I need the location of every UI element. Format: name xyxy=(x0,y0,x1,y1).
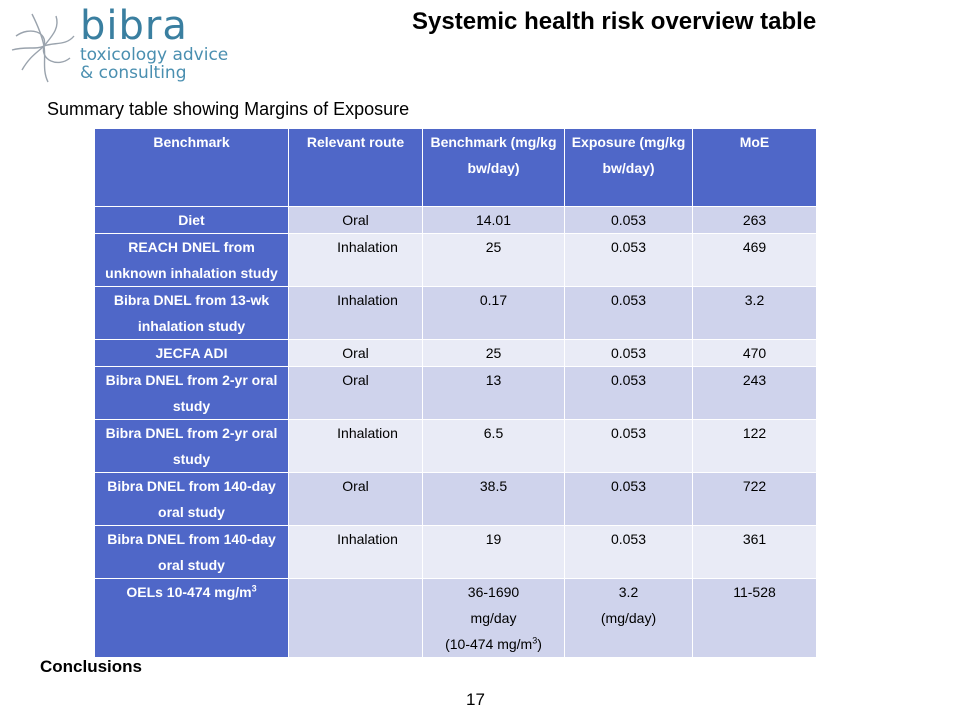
benchmark-cell: JECFA ADI xyxy=(94,339,289,367)
header-benchmark: Benchmark xyxy=(94,128,289,207)
moe-cell: 122 xyxy=(692,419,817,473)
oel-value-line3: (10-474 mg/m3) xyxy=(445,635,542,652)
bibra-swirl-icon xyxy=(11,13,75,83)
exposure-cell: 0.053 xyxy=(564,366,693,420)
table-header-row: Benchmark Relevant route Benchmark (mg/k… xyxy=(94,128,817,207)
table-row: Bibra DNEL from 140-day oral study Inhal… xyxy=(94,525,817,579)
table-row: Bibra DNEL from 2-yr oral study Oral 13 … xyxy=(94,366,817,420)
exposure-cell: 0.053 xyxy=(564,339,693,367)
table-row: Bibra DNEL from 140-day oral study Oral … xyxy=(94,472,817,526)
route-cell: Inhalation xyxy=(288,233,423,287)
conclusions-label: Conclusions xyxy=(40,657,143,676)
route-cell: Inhalation xyxy=(288,525,423,579)
benchmark-cell: OELs 10-474 mg/m3 xyxy=(94,578,289,658)
benchmark-cell: REACH DNEL from unknown inhalation study xyxy=(94,233,289,287)
exposure-cell: 0.053 xyxy=(564,419,693,473)
slide-title: Systemic health risk overview table xyxy=(412,8,817,35)
benchmark-cell: Bibra DNEL from 2-yr oral study xyxy=(94,366,289,420)
route-cell: Oral xyxy=(288,472,423,526)
exposure-cell: 0.053 xyxy=(564,472,693,526)
benchmark-value-cell: 0.17 xyxy=(422,286,565,340)
exposure-cell: 0.053 xyxy=(564,525,693,579)
exposure-cell: 0.053 xyxy=(564,206,693,234)
benchmark-cell: Bibra DNEL from 140-day oral study xyxy=(94,525,289,579)
oel-exposure-line2: (mg/day) xyxy=(600,610,657,626)
moe-cell: 361 xyxy=(692,525,817,579)
benchmark-value-cell: 25 xyxy=(422,339,565,367)
logo-tagline-1: toxicology advice xyxy=(80,45,229,65)
moe-cell: 11-528 xyxy=(692,578,817,658)
benchmark-cell: Diet xyxy=(94,206,289,234)
moe-cell: 3.2 xyxy=(692,286,817,340)
route-cell: Oral xyxy=(288,206,423,234)
moe-cell: 243 xyxy=(692,366,817,420)
table-row: Bibra DNEL from 13-wk inhalation study I… xyxy=(94,286,817,340)
logo-text-block: bibra toxicology advice & consulting xyxy=(80,6,228,82)
benchmark-cell: Bibra DNEL from 13-wk inhalation study xyxy=(94,286,289,340)
risk-table: Benchmark Relevant route Benchmark (mg/k… xyxy=(94,128,817,658)
header-exposure: Exposure (mg/kg bw/day) xyxy=(564,128,693,207)
table-row: Bibra DNEL from 2-yr oral study Inhalati… xyxy=(94,419,817,473)
moe-cell: 263 xyxy=(692,206,817,234)
benchmark-value-cell: 38.5 xyxy=(422,472,565,526)
route-cell: Oral xyxy=(288,366,423,420)
route-cell: Oral xyxy=(288,339,423,367)
exposure-cell: 3.2 (mg/day) xyxy=(564,578,693,658)
bibra-logo: bibra toxicology advice & consulting xyxy=(8,6,238,88)
table-row: JECFA ADI Oral 25 0.053 470 xyxy=(94,339,817,367)
moe-cell: 470 xyxy=(692,339,817,367)
route-cell: Inhalation xyxy=(288,419,423,473)
moe-cell: 469 xyxy=(692,233,817,287)
header-moe: MoE xyxy=(692,128,817,207)
benchmark-value-cell: 6.5 xyxy=(422,419,565,473)
table-row: REACH DNEL from unknown inhalation study… xyxy=(94,233,817,287)
benchmark-value-cell: 25 xyxy=(422,233,565,287)
benchmark-value-cell: 14.01 xyxy=(422,206,565,234)
exposure-cell: 0.053 xyxy=(564,286,693,340)
route-cell xyxy=(288,578,423,658)
exposure-cell: 0.053 xyxy=(564,233,693,287)
oel-exposure-line1: 3.2 xyxy=(618,584,639,600)
summary-text: Summary table showing Margins of Exposur… xyxy=(47,99,410,119)
header-benchmark-value: Benchmark (mg/kg bw/day) xyxy=(422,128,565,207)
benchmark-value-cell: 36-1690 mg/day (10-474 mg/m3) xyxy=(422,578,565,658)
table-row: Diet Oral 14.01 0.053 263 xyxy=(94,206,817,234)
table-row-oel: OELs 10-474 mg/m3 36-1690 mg/day (10-474… xyxy=(94,578,817,658)
benchmark-cell: Bibra DNEL from 140-day oral study xyxy=(94,472,289,526)
oel-label-sup: 3 xyxy=(251,583,257,594)
benchmark-cell: Bibra DNEL from 2-yr oral study xyxy=(94,419,289,473)
oel-value-line2: mg/day xyxy=(470,610,517,626)
logo-brand: bibra xyxy=(80,3,188,49)
page-number: 17 xyxy=(466,690,485,709)
oel-value-line1: 36-1690 xyxy=(467,584,520,600)
benchmark-value-cell: 13 xyxy=(422,366,565,420)
benchmark-value-cell: 19 xyxy=(422,525,565,579)
logo-tagline-2: & consulting xyxy=(80,63,187,83)
header-route: Relevant route xyxy=(288,128,423,207)
route-cell: Inhalation xyxy=(288,286,423,340)
oel-label: OELs 10-474 mg/m xyxy=(126,584,252,600)
moe-cell: 722 xyxy=(692,472,817,526)
